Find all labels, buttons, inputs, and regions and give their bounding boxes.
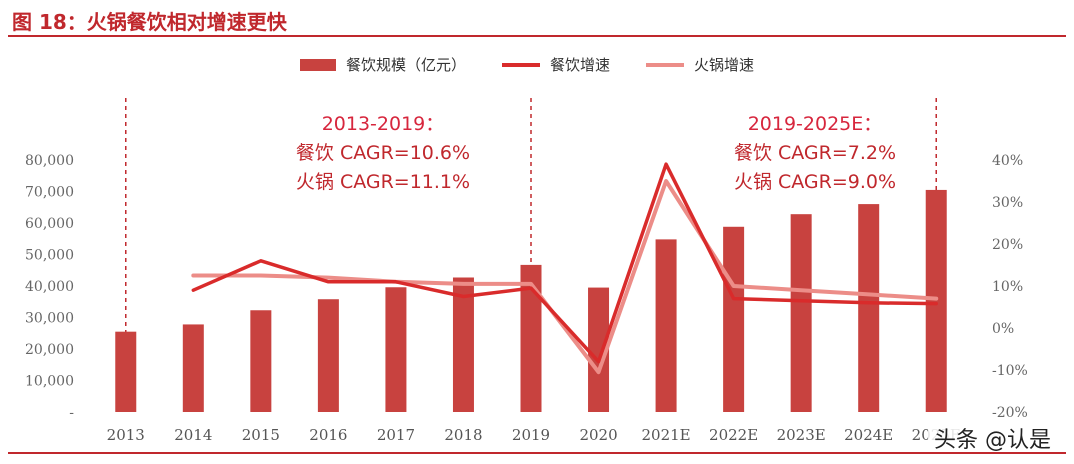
bar-2022E — [723, 226, 745, 412]
legend-swatch-bar — [300, 58, 336, 71]
y-left-tick: 80,000 — [25, 153, 74, 169]
bar-2019 — [520, 264, 542, 412]
legend-item-catering: 餐饮增速 — [502, 54, 610, 75]
annotation-2019-2025: 2019-2025E： 餐饮 CAGR=7.2% 火锅 CAGR=9.0% — [700, 110, 930, 197]
bar-2020 — [588, 287, 610, 412]
y-right-tick: 20% — [992, 237, 1023, 253]
y-right-tick: -10% — [992, 363, 1028, 379]
chart-legend: 餐饮规模（亿元） 餐饮增速 火锅增速 — [300, 54, 790, 75]
x-tick-2017: 2017 — [377, 426, 415, 444]
y-left-tick: - — [69, 405, 74, 421]
line-hotpot-growth — [191, 179, 939, 375]
bar-2017 — [385, 287, 407, 412]
legend-item-bar: 餐饮规模（亿元） — [300, 54, 466, 75]
bar-2015 — [250, 310, 272, 412]
y-left-tick: 60,000 — [25, 216, 74, 232]
legend-item-hotpot: 火锅增速 — [646, 54, 754, 75]
x-tick-2020: 2020 — [579, 426, 617, 444]
bar-2025E — [925, 189, 947, 412]
x-tick-2021E: 2021E — [642, 426, 691, 444]
line-catering-growth — [191, 162, 938, 364]
y-left-tick: 30,000 — [25, 311, 74, 327]
bar-2023E — [790, 214, 812, 412]
y-right-tick: 40% — [992, 153, 1023, 169]
y-left-tick: 50,000 — [25, 248, 74, 264]
legend-label-bar: 餐饮规模（亿元） — [346, 56, 467, 74]
bar-2016 — [317, 299, 339, 412]
y-right-tick: 10% — [992, 279, 1023, 295]
annotation-left-period: 2013-2019： — [321, 113, 445, 135]
x-tick-2013: 2013 — [107, 426, 145, 444]
x-tick-2019: 2019 — [512, 426, 550, 444]
annotation-right-period: 2019-2025E： — [747, 113, 883, 135]
x-tick-2014: 2014 — [174, 426, 212, 444]
y-left-tick: 70,000 — [25, 185, 74, 201]
annotation-left-line1: 餐饮 CAGR=10.6% — [295, 142, 471, 164]
y-left-tick: 40,000 — [25, 279, 74, 295]
x-tick-2015: 2015 — [242, 426, 280, 444]
y-right-tick: -20% — [992, 405, 1028, 421]
x-tick-2022E: 2022E — [709, 426, 758, 444]
y-left-tick: 10,000 — [25, 374, 74, 390]
x-tick-2016: 2016 — [309, 426, 347, 444]
y-right-tick: 30% — [992, 195, 1023, 211]
legend-swatch-catering — [502, 62, 541, 67]
annotation-right-line1: 餐饮 CAGR=7.2% — [733, 142, 897, 164]
x-tick-2024E: 2024E — [844, 426, 893, 444]
figure-title: 图 18：火锅餐饮相对增速更快 — [12, 10, 287, 34]
legend-label-hotpot: 火锅增速 — [694, 56, 755, 74]
x-tick-2023E: 2023E — [777, 426, 826, 444]
watermark: 头条 @认是 — [928, 422, 1057, 454]
bar-2024E — [858, 204, 880, 412]
bottom-rule — [8, 452, 1066, 454]
legend-label-catering: 餐饮增速 — [550, 56, 611, 74]
x-tick-2018: 2018 — [444, 426, 482, 444]
annotation-2013-2019: 2013-2019： 餐饮 CAGR=10.6% 火锅 CAGR=11.1% — [268, 110, 498, 197]
legend-swatch-hotpot — [646, 62, 685, 67]
y-left-tick: 20,000 — [25, 342, 74, 358]
annotation-right-line2: 火锅 CAGR=9.0% — [733, 171, 897, 193]
bar-2014 — [182, 324, 204, 412]
bar-2018 — [452, 277, 474, 412]
annotation-left-line2: 火锅 CAGR=11.1% — [295, 171, 471, 193]
title-rule — [8, 35, 1066, 37]
bar-2013 — [115, 331, 137, 412]
bar-2021E — [655, 239, 677, 412]
y-right-tick: 0% — [992, 321, 1014, 337]
